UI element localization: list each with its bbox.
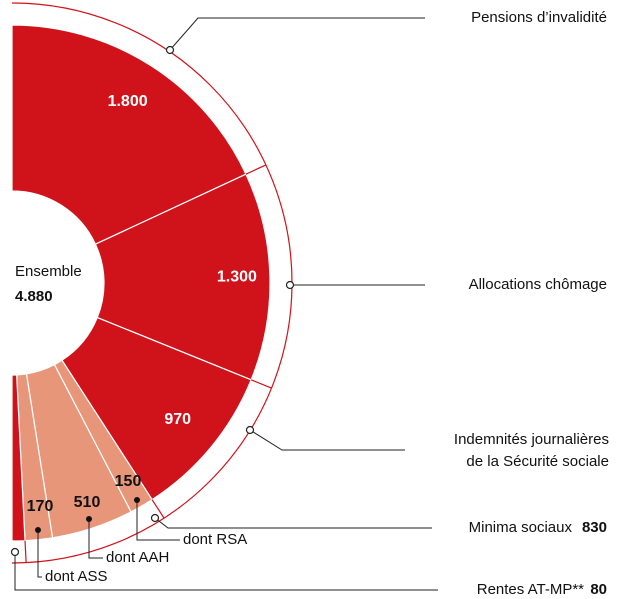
group-value: 830	[582, 519, 607, 536]
segment	[94, 173, 271, 381]
center-label: Ensemble	[15, 263, 82, 280]
leader-line	[249, 429, 405, 451]
segment	[11, 374, 26, 542]
leader-dot	[165, 45, 175, 55]
value-label: 970	[164, 411, 191, 428]
category-label: dont AAH	[106, 549, 169, 566]
leader-line	[154, 517, 432, 529]
value-label: 170	[27, 498, 54, 515]
center-total: 4.880	[15, 288, 53, 305]
category-label: dont ASS	[45, 568, 108, 585]
value-label: 150	[115, 473, 142, 490]
value-label: 80	[590, 581, 607, 598]
ring-divider	[245, 164, 267, 175]
leader-dot	[86, 516, 92, 522]
ring-divider	[250, 379, 272, 389]
category-label: Rentes AT-MP**	[477, 581, 584, 598]
leader-dot	[134, 497, 140, 503]
leader-line	[14, 552, 438, 591]
value-label: 1.300	[217, 269, 257, 286]
category-label: dont RSA	[183, 531, 247, 548]
segment	[11, 24, 247, 246]
value-label: 510	[74, 494, 101, 511]
ring-divider	[151, 499, 165, 519]
category-label: Allocations chômage	[469, 276, 607, 293]
group-label: Minima sociaux	[469, 519, 573, 536]
leader-dot	[285, 280, 295, 290]
ring-divider	[24, 540, 27, 563]
leader-dot	[150, 513, 160, 523]
leader-dot	[10, 547, 20, 557]
leader-line	[136, 500, 180, 541]
category-label: Indemnités journalières de la Sécurité s…	[453, 431, 609, 470]
leader-line	[169, 17, 425, 51]
value-label: 1.800	[108, 93, 148, 110]
leader-dot	[35, 527, 41, 533]
leader-line	[88, 519, 103, 559]
leader-dot	[245, 425, 255, 435]
category-label: Pensions d’invalidité	[471, 9, 607, 26]
leader-line	[37, 530, 42, 578]
